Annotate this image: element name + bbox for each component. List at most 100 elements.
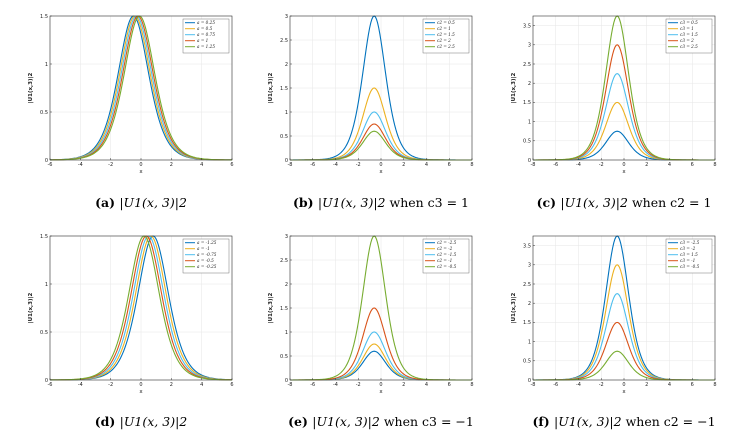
legend-box [182, 18, 230, 54]
panel-c: -8 -6 -4 -2 0 2 4 6 8 0 0.5 1 1.5 2 2.5 3 3.5 x |U1(x,3)|2… [511, 15, 717, 210]
y-tick-label: 3.5 [523, 243, 531, 249]
y-tick-label: 2 [285, 62, 288, 68]
legend-box [422, 18, 470, 54]
caption-condition: when c2 = −1 [626, 414, 716, 429]
panel-a: -6 -4 -2 0 2 4 600.511.5x|U1(x,3)|2a = 0.25a =… [28, 14, 234, 210]
x-tick-label: 8 [713, 162, 716, 168]
x-axis-label: x [622, 389, 626, 395]
legend: c2 = 0.5c2 = 1c2 = 1.5c2 = 2c2 = 2.5 [422, 18, 470, 54]
y-axis-label: |U1(x,3)|2 [28, 293, 34, 324]
y-tick-label: 1.5 [280, 306, 288, 312]
y-tick-label: 2 [285, 282, 288, 288]
legend-entry-2: c3 = 1 [680, 26, 694, 31]
caption-label: (d) [95, 414, 120, 429]
legend-entry-5: c3 = 2.5 [680, 44, 698, 49]
y-tick-label: 2.5 [523, 282, 531, 288]
panel-d: -6 -4 -2 0 2 4 600.511.5x|U1(x,3)|2a = -1.25a … [28, 234, 234, 429]
legend: c3 = -2.5c3 = -2c3 = 1.5c3 = -1c3 = -0.5 [665, 238, 713, 274]
panel-caption: (d) |U1(x, 3)|2 [95, 414, 188, 429]
legend-entry-4: c2 = 2 [437, 38, 451, 43]
legend: c2 = -2.5c2 = -2c2 = -1.5c2 = -1c2 = -0.… [422, 238, 470, 274]
legend-entry-5: c2 = -0.5 [437, 264, 457, 269]
x-tick-label: -6 [553, 382, 558, 388]
panel-caption: (e) |U1(x, 3)|2 when c3 = −1 [288, 414, 474, 429]
x-tick-label: 2 [170, 162, 173, 168]
legend-entry-5: a = 1.25 [197, 44, 215, 49]
legend-entry-2: a = 0.5 [197, 26, 213, 31]
x-tick-label: -6 [48, 162, 53, 168]
y-tick-label: 2 [528, 81, 531, 87]
y-tick-label: 0.5 [280, 134, 288, 140]
legend-entry-2: a = -1 [197, 246, 210, 251]
x-tick-label: -4 [78, 162, 83, 168]
y-axis-label: |U1(x,3)|2 [511, 293, 517, 324]
y-tick-label: 1.5 [523, 100, 531, 106]
y-tick-label: 0 [285, 158, 288, 164]
x-tick-label: -2 [599, 162, 604, 168]
caption-condition: when c3 = −1 [384, 414, 474, 429]
caption-expression: |U1(x, 3)|2 [312, 414, 380, 429]
x-tick-label: 8 [470, 162, 473, 168]
x-tick-label: 6 [691, 162, 694, 168]
x-tick-label: 8 [470, 382, 473, 388]
y-axis-label: |U1(x,3)|2 [268, 293, 274, 324]
legend-entry-4: c3 = -1 [680, 258, 695, 263]
x-axis-label: x [139, 389, 143, 395]
x-tick-label: -4 [78, 382, 83, 388]
x-tick-label: -8 [531, 162, 536, 168]
x-tick-label: 6 [230, 162, 233, 168]
legend: c3 = 0.5c3 = 1c3 = 1.5c3 = 2c3 = 2.5 [665, 18, 713, 54]
y-tick-label: 0 [45, 158, 48, 164]
y-tick-label: 1.5 [40, 14, 48, 20]
y-tick-label: 0.5 [40, 110, 48, 116]
legend-entry-4: a = -0.5 [197, 258, 214, 263]
y-tick-label: 0 [528, 378, 531, 384]
y-tick-label: 1.5 [40, 234, 48, 240]
x-tick-label: -8 [531, 382, 536, 388]
legend-entry-5: c3 = -0.5 [680, 264, 700, 269]
x-tick-label: 6 [448, 382, 451, 388]
x-axis-label: x [622, 169, 626, 175]
legend-entry-5: c2 = 2.5 [437, 44, 455, 49]
y-tick-label: 3 [528, 263, 531, 269]
panel-caption: (f) |U1(x, 3)|2 when c2 = −1 [532, 414, 715, 429]
y-tick-label: 0 [45, 378, 48, 384]
caption-label: (b) [293, 195, 318, 210]
legend-box [182, 238, 230, 274]
caption-label: (f) [532, 414, 554, 429]
x-tick-label: 2 [645, 162, 648, 168]
y-tick-label: 1.5 [523, 320, 531, 326]
x-tick-label: 4 [425, 162, 428, 168]
caption-condition: when c2 = 1 [632, 195, 712, 210]
panel-caption: (c) |U1(x, 3)|2 when c2 = 1 [537, 195, 712, 210]
y-tick-label: 1 [285, 330, 288, 336]
x-tick-label: 0 [139, 162, 142, 168]
x-tick-label: 6 [448, 162, 451, 168]
legend: a = -1.25a = -1a = -0.75a = -0.5a = -0.2… [182, 238, 230, 274]
legend: a = 0.25a = 0.5a = 0.75a = 1a = 1.25 [182, 18, 230, 54]
legend-entry-1: a = -1.25 [197, 240, 217, 245]
caption-expression: |U1(x, 3)|2 [119, 195, 187, 210]
legend-entry-3: a = -0.75 [197, 252, 217, 257]
y-tick-label: 2.5 [280, 38, 288, 44]
legend-entry-4: a = 1 [197, 38, 208, 43]
x-tick-label: -2 [599, 382, 604, 388]
panel-e: -8 -6 -4 -2 0 2 4 6 8 0 0.5 1 1.5 2 2.5 3 x |U1(x,3)|2 c2 … [268, 234, 474, 429]
legend-entry-1: c2 = -2.5 [437, 240, 457, 245]
caption-expression: |U1(x, 3)|2 [560, 195, 628, 210]
x-tick-label: 6 [230, 382, 233, 388]
y-tick-label: 1 [285, 110, 288, 116]
legend-entry-2: c3 = -2 [680, 246, 696, 251]
y-tick-label: 2.5 [280, 258, 288, 264]
panel-b: -8 -6 -4 -2 0 2 4 6 8 0 0.5 1 1.5 2 2.5 3 x |U1(x,3)|2 c2 … [268, 14, 474, 210]
y-tick-label: 0 [528, 158, 531, 164]
y-tick-label: 3.5 [523, 23, 531, 29]
panel-f: -8 -6 -4 -2 0 2 4 6 8 0 0.5 1 1.5 2 2.5 3 3.5 x |U1(x,3)|2… [511, 235, 717, 429]
x-tick-label: -2 [108, 382, 113, 388]
legend-box [665, 18, 713, 54]
x-tick-label: 2 [645, 382, 648, 388]
x-tick-label: 0 [379, 382, 382, 388]
x-tick-label: 4 [668, 162, 671, 168]
legend-entry-3: c3 = 1.5 [680, 252, 698, 257]
